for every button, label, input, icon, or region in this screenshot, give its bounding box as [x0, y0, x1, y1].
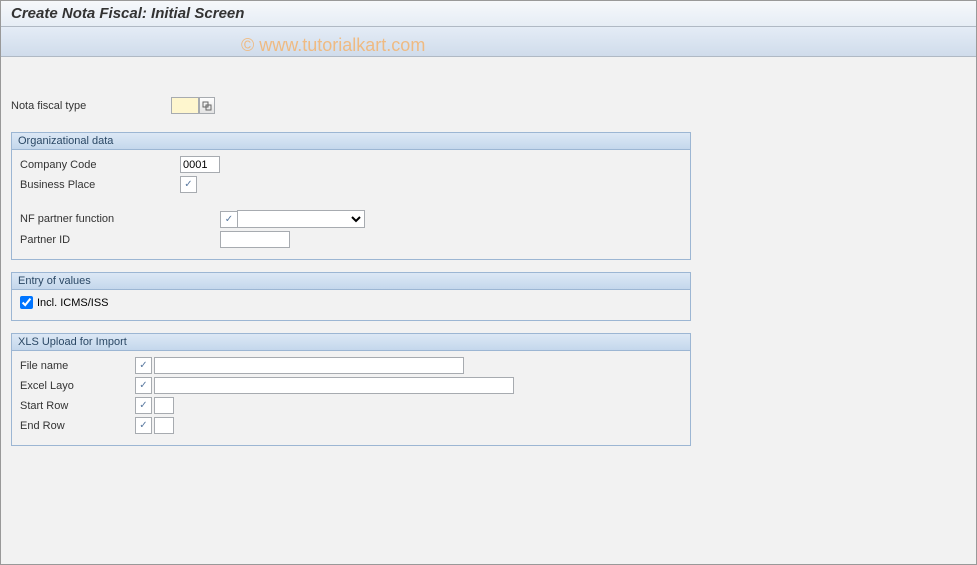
toolbar-strip [1, 27, 976, 57]
file-name-input[interactable] [154, 357, 464, 374]
search-help-icon [202, 101, 212, 111]
company-code-label: Company Code [20, 159, 180, 171]
nota-fiscal-type-input[interactable] [171, 97, 199, 114]
business-place-label: Business Place [20, 179, 180, 191]
excel-layo-required-indicator [135, 377, 152, 394]
file-name-label: File name [20, 360, 135, 372]
watermark-text: © www.tutorialkart.com [241, 35, 425, 56]
end-row-required-indicator [135, 417, 152, 434]
excel-layo-input[interactable] [154, 377, 514, 394]
entry-of-values-header: Entry of values [12, 273, 690, 290]
start-row-input[interactable] [154, 397, 174, 414]
nota-fiscal-type-label: Nota fiscal type [11, 100, 171, 112]
xls-upload-header: XLS Upload for Import [12, 334, 690, 351]
company-code-input[interactable] [180, 156, 220, 173]
file-name-required-indicator [135, 357, 152, 374]
organizational-data-header: Organizational data [12, 133, 690, 150]
end-row-label: End Row [20, 420, 135, 432]
organizational-data-group: Organizational data Company Code Busines… [11, 132, 691, 260]
incl-icms-iss-label: Incl. ICMS/ISS [37, 297, 109, 309]
xls-upload-group: XLS Upload for Import File name Excel La… [11, 333, 691, 446]
start-row-required-indicator [135, 397, 152, 414]
partner-id-label: Partner ID [20, 234, 220, 246]
end-row-input[interactable] [154, 417, 174, 434]
partner-id-input[interactable] [220, 231, 290, 248]
nf-partner-function-label: NF partner function [20, 213, 220, 225]
entry-of-values-group: Entry of values Incl. ICMS/ISS [11, 272, 691, 321]
nf-partner-function-required-indicator [220, 211, 237, 228]
business-place-required-indicator[interactable] [180, 176, 197, 193]
page-title: Create Nota Fiscal: Initial Screen [1, 1, 976, 27]
start-row-label: Start Row [20, 400, 135, 412]
incl-icms-iss-checkbox[interactable] [20, 296, 33, 309]
excel-layo-label: Excel Layo [20, 380, 135, 392]
content-area: Nota fiscal type Organizational data Com… [1, 57, 976, 468]
nota-fiscal-type-f4-button[interactable] [199, 97, 215, 114]
nf-partner-function-select[interactable] [237, 210, 365, 228]
